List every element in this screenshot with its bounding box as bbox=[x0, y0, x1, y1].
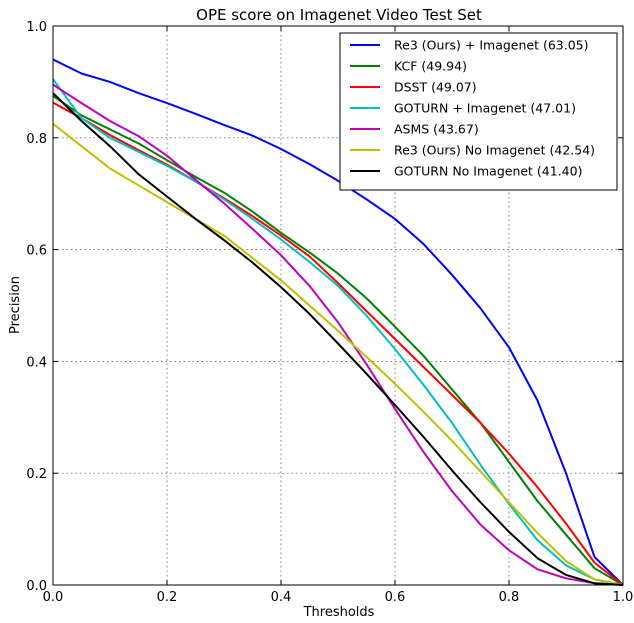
y-tick-label: 0.8 bbox=[26, 132, 47, 147]
x-tick-label: 1.0 bbox=[613, 590, 634, 605]
series-line-5 bbox=[52, 83, 624, 586]
series-line-1 bbox=[52, 58, 624, 586]
legend-label: GOTURN No Imagenet (41.40) bbox=[394, 164, 582, 179]
y-tick-label: 0.0 bbox=[26, 579, 47, 594]
series-line-2 bbox=[52, 95, 624, 586]
x-tick-label: 0.6 bbox=[385, 590, 406, 605]
legend-label: Re3 (Ours) + Imagenet (63.05) bbox=[394, 38, 589, 53]
x-tick-label: 0.4 bbox=[271, 590, 292, 605]
series-line-7 bbox=[52, 92, 624, 586]
legend-label: ASMS (43.67) bbox=[394, 122, 479, 137]
x-tick-label: 0.2 bbox=[157, 590, 178, 605]
series-lines bbox=[52, 58, 624, 586]
series-line-4 bbox=[52, 78, 624, 586]
y-tick-label: 0.4 bbox=[26, 355, 47, 370]
x-tick-label: 0.8 bbox=[499, 590, 520, 605]
x-tick-label: 0.0 bbox=[43, 590, 64, 605]
axis-ticks: 0.0 0.2 0.4 0.6 0.8 1.0 0.0 0.2 0.4 0.6 0.8 1.0 bbox=[26, 20, 633, 605]
plot-frame bbox=[52, 25, 624, 586]
series-line-3 bbox=[52, 101, 624, 586]
x-axis-title: Thresholds bbox=[303, 605, 375, 620]
chart-title: OPE score on Imagenet Video Test Set bbox=[196, 6, 482, 24]
legend: Re3 (Ours) + Imagenet (63.05) KCF (49.94)… bbox=[339, 32, 618, 191]
y-axis-title: Precision bbox=[8, 276, 23, 334]
series-line-6 bbox=[52, 123, 624, 586]
legend-label: GOTURN + Imagenet (47.01) bbox=[394, 101, 576, 116]
legend-box bbox=[339, 32, 618, 191]
legend-label: Re3 (Ours) No Imagenet (42.54) bbox=[394, 143, 595, 158]
y-tick-label: 1.0 bbox=[26, 20, 47, 35]
y-tick-label: 0.2 bbox=[26, 467, 47, 482]
legend-label: DSST (49.07) bbox=[394, 80, 477, 95]
legend-label: KCF (49.94) bbox=[394, 59, 467, 74]
y-tick-label: 0.6 bbox=[26, 244, 47, 259]
grid bbox=[53, 26, 623, 585]
